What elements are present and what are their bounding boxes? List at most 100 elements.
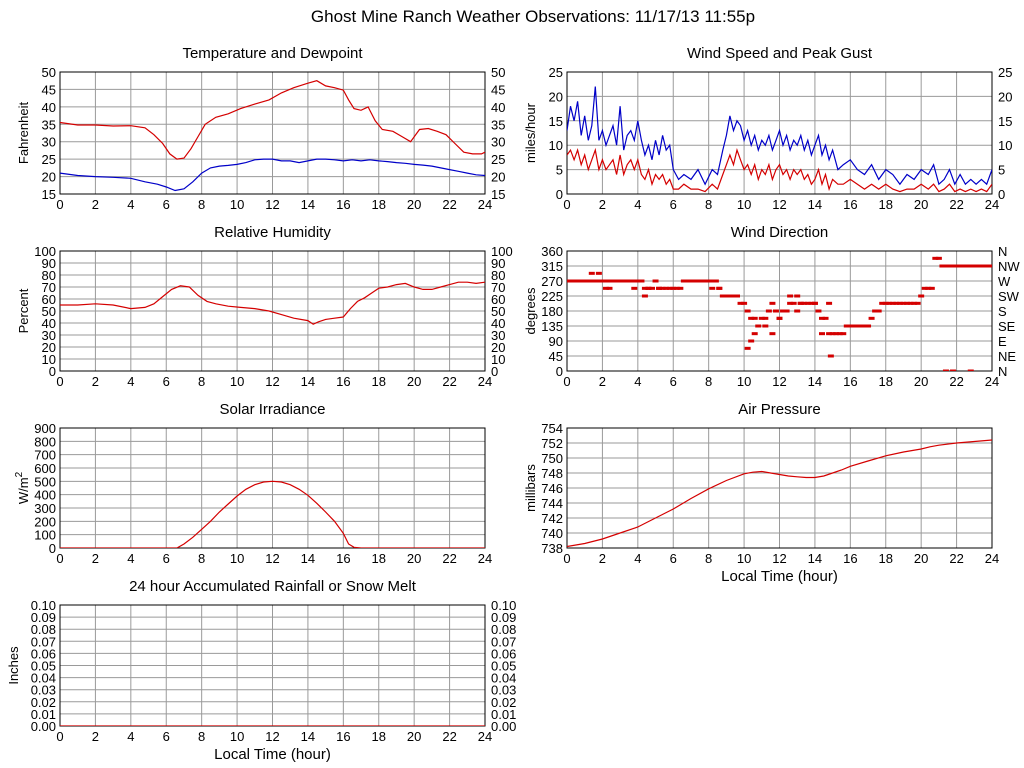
y-axis-label: miles/hour	[523, 102, 538, 163]
x-tick-label: 8	[198, 197, 205, 212]
page-title: Ghost Mine Ranch Weather Observations: 1…	[310, 7, 756, 26]
y-right-tick-label: 0.02	[491, 695, 516, 710]
chart-title: Temperature and Dewpoint	[182, 45, 363, 62]
data-point	[751, 316, 758, 320]
y-tick-label: 0	[556, 187, 563, 202]
x-tick-label: 14	[301, 729, 315, 744]
series-red-line	[60, 281, 485, 325]
data-point	[932, 256, 939, 260]
x-tick-label: 16	[336, 551, 350, 566]
data-point	[850, 324, 857, 328]
x-tick-label: 22	[949, 197, 963, 212]
y-tick-label: 500	[34, 474, 56, 489]
data-point	[663, 286, 670, 290]
x-tick-label: 24	[985, 197, 999, 212]
plot-frame	[59, 71, 486, 195]
x-tick-label: 14	[301, 197, 315, 212]
data-point	[776, 316, 783, 320]
plot-frame	[566, 250, 993, 372]
y-tick-label: 20	[549, 89, 563, 104]
x-tick-label: 4	[634, 197, 641, 212]
x-tick-label: 24	[478, 374, 492, 389]
y-tick-label: 200	[34, 514, 56, 529]
data-point	[638, 279, 645, 283]
y-tick-label: 744	[541, 496, 563, 511]
data-point	[748, 316, 755, 320]
x-tick-label: 0	[56, 729, 63, 744]
x-tick-label: 24	[985, 374, 999, 389]
y-right-label: W	[998, 274, 1011, 289]
y-tick-label: 100	[34, 244, 56, 259]
data-point	[595, 271, 602, 275]
data-point	[861, 324, 868, 328]
data-point	[942, 369, 949, 371]
y-right-tick-label: 90	[491, 256, 505, 271]
data-point	[709, 286, 716, 290]
data-point	[904, 301, 910, 305]
y-tick-label: 400	[34, 488, 56, 503]
x-tick-label: 8	[705, 197, 712, 212]
data-point	[928, 286, 935, 290]
data-point	[571, 279, 578, 283]
y-right-tick-label: 0	[491, 364, 498, 379]
x-tick-label: 6	[163, 551, 170, 566]
y-tick-label: 300	[34, 501, 56, 516]
y-tick-label: 135	[541, 319, 563, 334]
x-tick-label: 18	[372, 374, 386, 389]
data-point	[801, 301, 808, 305]
data-point	[836, 332, 843, 336]
x-tick-label: 2	[599, 197, 606, 212]
x-tick-label: 8	[198, 374, 205, 389]
x-tick-label: 20	[914, 551, 928, 566]
data-point	[726, 294, 733, 298]
y-right-tick-label: 0.06	[491, 646, 516, 661]
data-point	[765, 309, 772, 313]
y-right-tick-label: 0.01	[491, 707, 516, 722]
data-point	[822, 316, 829, 320]
data-point	[627, 279, 634, 283]
y-tick-label: 180	[541, 304, 563, 319]
data-point	[602, 286, 609, 290]
y-tick-label: 740	[541, 526, 563, 541]
x-tick-label: 12	[265, 551, 279, 566]
x-tick-label: 18	[879, 374, 893, 389]
x-tick-label: 12	[265, 374, 279, 389]
data-point	[602, 279, 609, 283]
y-right-tick-label: 20	[491, 340, 505, 355]
data-point	[882, 301, 889, 305]
x-tick-label: 20	[914, 197, 928, 212]
data-point	[981, 264, 988, 268]
data-point	[606, 279, 613, 283]
data-point	[957, 264, 964, 268]
data-point	[978, 264, 985, 268]
data-point	[687, 279, 694, 283]
x-tick-label: 18	[372, 551, 386, 566]
data-point	[819, 332, 825, 336]
x-tick-label: 0	[56, 197, 63, 212]
y-right-tick-label: 15	[491, 187, 505, 202]
x-tick-label: 6	[670, 551, 677, 566]
data-point	[827, 354, 834, 358]
x-tick-label: 12	[772, 374, 786, 389]
data-point	[911, 301, 918, 305]
x-tick-label: 0	[563, 551, 570, 566]
data-point	[652, 279, 659, 283]
chart-title: 24 hour Accumulated Rainfall or Snow Mel…	[129, 578, 417, 595]
y-tick-label: 70	[42, 280, 56, 295]
x-tick-label: 8	[198, 729, 205, 744]
y-right-tick-label: 25	[998, 65, 1012, 80]
x-tick-label: 2	[92, 197, 99, 212]
y-right-label: N	[998, 244, 1007, 259]
y-tick-label: 0.07	[31, 634, 56, 649]
x-tick-label: 0	[563, 374, 570, 389]
y-tick-label: 35	[42, 117, 56, 132]
data-point	[741, 301, 748, 305]
data-point	[865, 324, 872, 328]
x-tick-label: 4	[127, 729, 134, 744]
chart-title: Relative Humidity	[214, 224, 331, 241]
y-right-label: SE	[998, 319, 1016, 334]
data-point	[691, 279, 698, 283]
x-tick-label: 18	[372, 197, 386, 212]
